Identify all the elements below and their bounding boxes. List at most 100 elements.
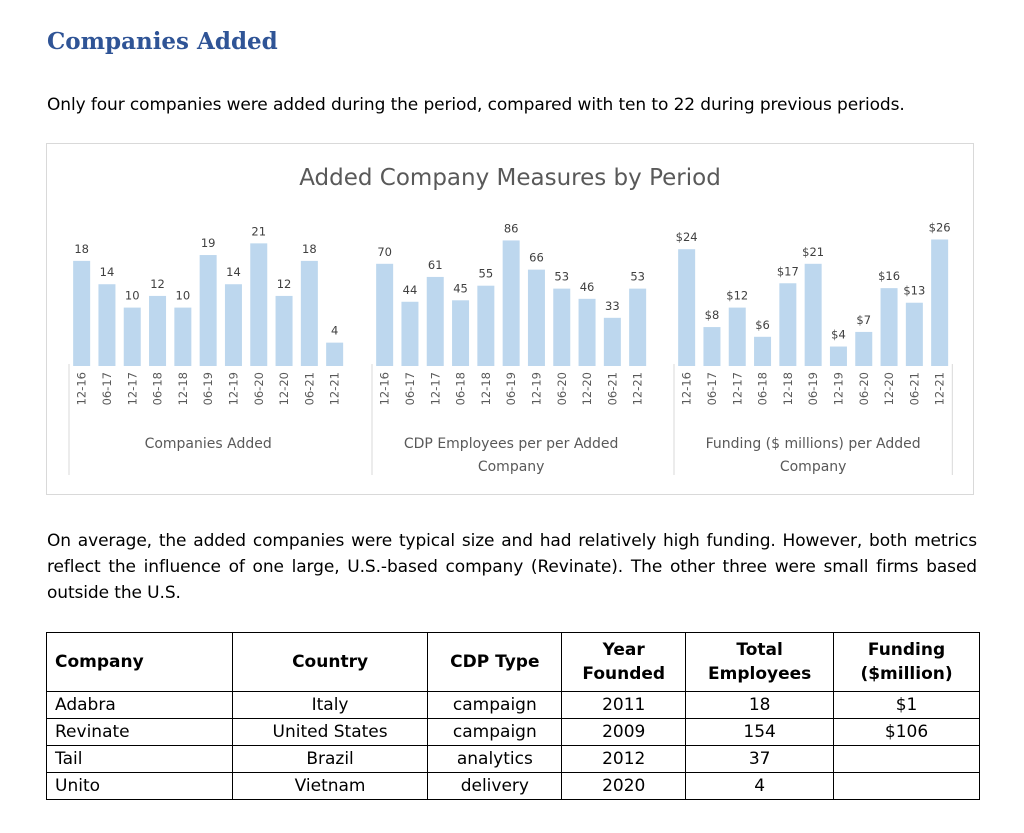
chart-title: Added Company Measures by Period bbox=[299, 165, 721, 191]
table-cell-cdp-type: delivery bbox=[427, 772, 563, 800]
table-cell-year-founded: 2009 bbox=[561, 718, 687, 746]
table-body: Adabra Italy campaign 2011 18 $1 Revinate Unite… bbox=[46, 691, 980, 800]
category-tick-label: 12-20 bbox=[580, 372, 594, 405]
data-label: $4 bbox=[831, 328, 846, 342]
category-tick-label: 12-17 bbox=[730, 372, 744, 405]
category-tick-label: 06-21 bbox=[302, 372, 316, 405]
category-tick-label: 12-21 bbox=[933, 372, 947, 405]
category-tick-label: 12-21 bbox=[631, 372, 645, 405]
bar bbox=[149, 295, 167, 366]
table-header: Company Country CDP Type Year Founded Total Em… bbox=[46, 632, 980, 692]
bar bbox=[578, 298, 596, 366]
table-cell-total-employees: 4 bbox=[685, 772, 835, 800]
bar bbox=[553, 288, 571, 366]
bar bbox=[502, 240, 520, 366]
data-label: $12 bbox=[726, 289, 748, 303]
data-label: 14 bbox=[226, 265, 241, 279]
category-tick-label: 12-18 bbox=[781, 372, 795, 405]
category-tick-label: 06-18 bbox=[151, 372, 165, 405]
table-cell-cdp-type: campaign bbox=[427, 718, 563, 746]
data-label: 4 bbox=[331, 324, 338, 338]
bar bbox=[199, 255, 217, 366]
bar bbox=[477, 285, 495, 366]
data-label: 44 bbox=[403, 283, 418, 297]
table-cell-year-founded: 2011 bbox=[561, 691, 687, 719]
table-cell-total-employees: 154 bbox=[685, 718, 835, 746]
table-cell-year-founded: 2020 bbox=[561, 772, 687, 800]
data-label: $6 bbox=[755, 318, 770, 332]
table-cell-funding: $106 bbox=[833, 718, 980, 746]
bar bbox=[426, 276, 444, 366]
bar bbox=[703, 327, 721, 366]
bar bbox=[603, 317, 621, 366]
table-cell-company: Revinate bbox=[46, 718, 233, 746]
table-cell-cdp-type: campaign bbox=[427, 691, 563, 719]
bar bbox=[678, 249, 696, 366]
category-tick-label: 12-19 bbox=[529, 372, 543, 405]
column-header-text: Founded bbox=[582, 664, 666, 684]
column-header-text: Employees bbox=[708, 664, 812, 684]
column-header-text: Funding bbox=[867, 640, 946, 660]
bar bbox=[629, 288, 647, 366]
data-label: 19 bbox=[201, 236, 216, 250]
bar bbox=[123, 307, 141, 366]
data-label: 45 bbox=[453, 281, 468, 295]
bar bbox=[300, 260, 318, 366]
group-axis-label: Company bbox=[780, 459, 847, 475]
data-label: 70 bbox=[377, 245, 392, 259]
category-tick-label: 12-20 bbox=[882, 372, 896, 405]
data-label: 53 bbox=[554, 270, 569, 284]
bar bbox=[275, 295, 293, 366]
category-tick-label: 06-21 bbox=[907, 372, 921, 405]
added-company-measures-chart: Added Company Measures by Period 18 12-16 1… bbox=[68, 165, 953, 475]
category-tick-label: 12-18 bbox=[479, 372, 493, 405]
bar bbox=[880, 288, 898, 366]
bar bbox=[98, 284, 116, 366]
table-cell-country: United States bbox=[231, 718, 429, 746]
bar bbox=[754, 336, 772, 366]
data-label: 10 bbox=[176, 289, 191, 303]
bar bbox=[73, 260, 91, 366]
category-tick-label: 06-18 bbox=[756, 372, 770, 405]
category-tick-label: 06-20 bbox=[252, 372, 266, 405]
bar bbox=[527, 269, 545, 366]
column-header-text: Year bbox=[602, 640, 645, 660]
table-row: Unito Vietnam delivery 2020 4 bbox=[46, 772, 980, 800]
category-tick-label: 12-16 bbox=[75, 372, 89, 405]
category-tick-label: 06-19 bbox=[504, 372, 518, 405]
companies-table: Company Country CDP Type Year Founded Total Em… bbox=[46, 632, 980, 800]
category-tick-label: 06-19 bbox=[201, 372, 215, 405]
category-tick-label: 12-20 bbox=[277, 372, 291, 405]
table-cell-year-founded: 2012 bbox=[561, 745, 687, 773]
data-label: 18 bbox=[302, 242, 317, 256]
bar bbox=[779, 283, 797, 366]
bar bbox=[905, 302, 923, 366]
category-tick-label: 12-16 bbox=[378, 372, 392, 405]
data-label: 10 bbox=[125, 289, 140, 303]
column-header-year-founded: Year Founded bbox=[561, 632, 687, 692]
column-header-total-employees: Total Employees bbox=[685, 632, 835, 692]
data-label: 21 bbox=[251, 224, 266, 238]
data-label: $16 bbox=[878, 269, 900, 283]
category-tick-label: 12-17 bbox=[125, 372, 139, 405]
data-label: 46 bbox=[580, 280, 595, 294]
bar bbox=[174, 307, 192, 366]
bar bbox=[401, 301, 419, 366]
data-label: 61 bbox=[428, 258, 443, 272]
category-tick-label: 06-17 bbox=[403, 372, 417, 405]
category-tick-label: 12-18 bbox=[176, 372, 190, 405]
bar bbox=[728, 307, 746, 366]
table-cell-total-employees: 37 bbox=[685, 745, 835, 773]
data-label: 12 bbox=[277, 277, 292, 291]
section-heading: Companies Added bbox=[47, 28, 278, 55]
table-cell-company: Adabra bbox=[46, 691, 233, 719]
column-header-text: Company bbox=[55, 652, 144, 672]
data-label: 18 bbox=[74, 242, 89, 256]
table-cell-company: Unito bbox=[46, 772, 233, 800]
column-header-country: Country bbox=[231, 632, 429, 692]
table-cell-total-employees: 18 bbox=[685, 691, 835, 719]
data-label: $26 bbox=[929, 220, 951, 234]
data-label: $17 bbox=[777, 264, 799, 278]
bar bbox=[326, 342, 344, 366]
data-label: $8 bbox=[705, 308, 720, 322]
